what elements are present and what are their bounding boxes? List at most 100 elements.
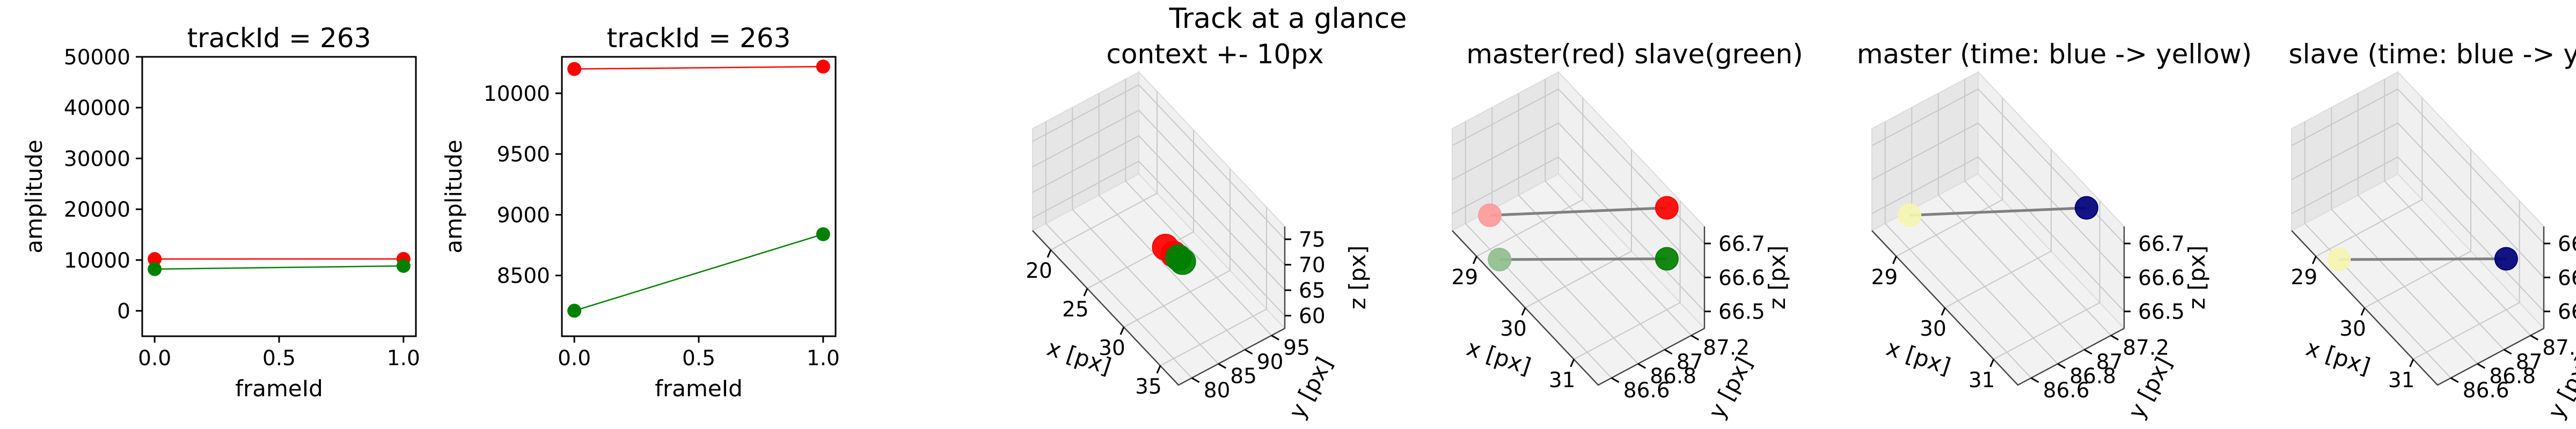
y-axis-label: y [px] [2123,353,2177,423]
y-tick-label: 87.2 [1703,336,1750,360]
grid-line [2304,121,2451,379]
y-tick-mark [2530,335,2538,341]
grid-line [1476,98,1584,257]
x-tick-label: 1.0 [807,346,840,371]
z-tick-label: 65 [1299,279,1326,303]
x-tick-label: 31 [1549,368,1576,393]
y-tick-mark [1191,377,1200,383]
series-point-1 [567,62,582,76]
series-point-2 [816,227,830,241]
y-tick-label: 30000 [64,147,130,171]
grid-line [2413,201,2520,360]
grid-line [1452,122,1705,278]
z-tick-label: 70 [1299,254,1326,278]
grid-line [1871,156,2125,312]
x-tick-mark [2311,256,2317,264]
x-tick-mark [2360,307,2366,316]
data-point-2 [2494,247,2518,271]
x-tick-label: 31 [1968,368,1995,393]
grid-line [2291,122,2544,278]
data-point-1 [2327,248,2351,271]
y-tick-label: 0 [117,300,130,324]
grid-line [1160,207,1267,366]
grid-line [1574,201,1681,360]
y-tick-label: 87 [2096,350,2123,374]
x-axis-label: x [px] [1883,335,1954,380]
x-tick-label: 0.0 [138,346,171,371]
y-tick-mark [2031,377,2039,383]
y-axis-label: y [px] [1703,353,1758,423]
grid-line [1545,79,1692,336]
series-line-2 [155,265,404,270]
x-tick-label: 30 [2339,317,2366,341]
grid-line [1123,168,1231,328]
grid-line [2357,93,2505,350]
grid-line [1087,130,1194,289]
x-tick-label: 0.0 [558,346,591,371]
grid-line [1032,135,1285,291]
grid-line [1964,79,2111,336]
grid-line [1032,160,1285,316]
x-tick-label: 25 [1062,298,1089,322]
y-tick-mark [2084,349,2092,355]
grid-line [1050,91,1158,250]
z-tick-label: 66.6 [2558,266,2576,290]
x-tick-mark [1119,327,1125,335]
x-axis-label: x [px] [1463,335,1534,380]
y-tick-label: 87.2 [2123,336,2169,360]
y-tick-label: 10000 [484,82,550,106]
z-tick-label: 75 [1299,228,1326,252]
trajectory-line-1 [2339,257,2506,261]
data-point-4 [1169,248,1196,275]
line-chart-2: trackId = 263 0.0 0.5 1.0 8500 9000 9500 10000 f… [441,23,840,402]
x-tick-mark [1941,307,1946,316]
box-edge [1032,230,1285,386]
y-tick-label: 86.6 [2043,379,2090,403]
grid-line [1032,84,1285,240]
x-tick-label: 1.0 [387,346,420,371]
trajectory-line-1 [1489,206,1667,217]
x-tick-label: 31 [2388,368,2415,393]
x-tick-mark [2409,359,2414,367]
z-axis-label: z [px] [1344,246,1371,310]
grid-line [1098,93,1246,350]
box-edge [1871,230,2125,386]
z-axis-label: z [px] [1764,246,1790,310]
y-tick-label: 9500 [497,143,550,167]
trajectory-line-2 [1499,257,1667,261]
grid-line [2291,88,2544,244]
series-point-2 [148,262,162,276]
x-tick-mark [1521,307,1526,316]
x-tick-label: 30 [1099,336,1125,360]
grid-line [2364,149,2471,308]
y-tick-label: 86.8 [2069,364,2116,388]
grid-line [2315,98,2423,257]
grid-line [1871,122,2125,278]
chart-title: context +- 10px [1106,39,1323,70]
y-tick-mark [2450,377,2459,383]
y-tick-label: 87 [1677,350,1703,374]
y-tick-label: 40000 [64,97,130,121]
plot-area [141,56,417,337]
grid-line [1045,121,1192,379]
grid-line [1937,93,2085,350]
grid-line [1465,121,1612,379]
z-tick-label: 66.7 [2558,232,2576,256]
x-tick-label: 30 [1920,317,1946,341]
z-tick-label: 66.7 [1718,232,1765,256]
grid-line [1072,107,1219,365]
data-point-1 [1898,203,1922,227]
x-tick-mark [1570,359,1575,367]
grid-line [1884,121,2032,379]
x-axis-label: frameId [655,375,743,402]
z-axis-label: z [px] [2184,246,2210,310]
series-point-2 [396,258,411,273]
series-point-1 [816,60,830,74]
x-axis-label: frameId [235,375,323,402]
y-tick-label: 86.8 [1650,364,1696,388]
x-tick-label: 35 [1135,375,1162,399]
y-tick-label: 9000 [497,203,550,227]
y-tick-mark [1245,349,1253,355]
chart-title: master(red) slave(green) [1466,39,1803,70]
